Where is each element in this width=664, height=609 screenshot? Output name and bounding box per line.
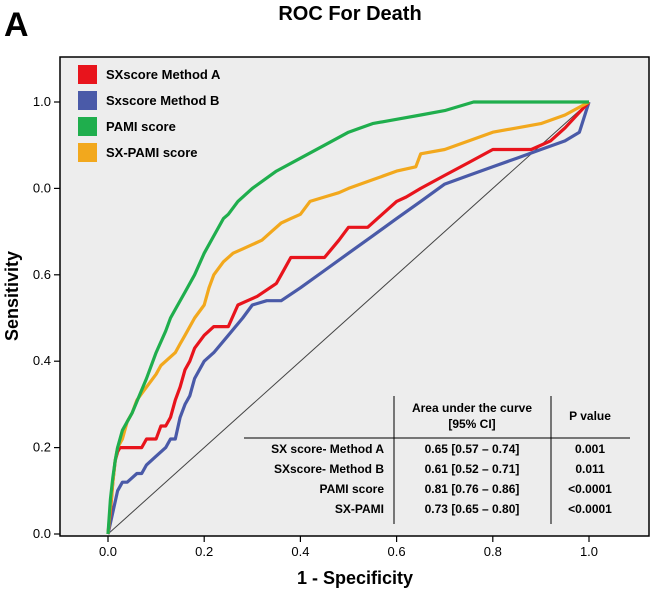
- legend-swatch: [78, 65, 97, 84]
- table-header-ci: [95% CI]: [448, 417, 495, 431]
- y-axis-label: Sensitivity: [2, 251, 22, 341]
- legend-label: Sxscore Method B: [106, 93, 219, 108]
- table-row-label: PAMI score: [320, 482, 385, 496]
- x-tick-label: 1.0: [580, 544, 598, 559]
- x-tick-label: 0.2: [195, 544, 213, 559]
- table-row-auc: 0.73 [0.65 – 0.80]: [425, 502, 520, 516]
- table-row-pvalue: <0.0001: [568, 502, 612, 516]
- roc-curve-sxscore-method-b: [106, 101, 591, 535]
- panel-letter: A: [4, 6, 29, 44]
- table-row-auc: 0.61 [0.52 – 0.71]: [425, 462, 520, 476]
- table-header-auc: Area under the curve: [412, 401, 532, 415]
- roc-curve-pami-score: [106, 100, 589, 535]
- table-row-label: SX score- Method A: [271, 442, 384, 456]
- roc-curve-sxscore-method-a: [106, 100, 591, 535]
- x-tick-label: 0.0: [99, 544, 117, 559]
- x-tick-label: 0.4: [291, 544, 309, 559]
- y-tick-label: 1.0: [33, 94, 51, 109]
- y-tick-label: 0.0: [33, 526, 51, 541]
- chart-title: ROC For Death: [278, 3, 421, 25]
- table-row-label: SXscore- Method B: [274, 462, 384, 476]
- reference-diagonal: [107, 101, 590, 535]
- legend-label: SXscore Method A: [106, 67, 221, 82]
- x-axis-label: 1 - Specificity: [297, 568, 413, 588]
- legend: SXscore Method A Sxscore Method B PAMI sco…: [78, 65, 221, 162]
- table-row-pvalue: <0.0001: [568, 482, 612, 496]
- table-row-pvalue: 0.011: [575, 462, 605, 476]
- roc-curves: [106, 100, 591, 535]
- table-row-pvalue: 0.001: [575, 442, 605, 456]
- table-row-auc: 0.81 [0.76 – 0.86]: [425, 482, 520, 496]
- y-tick-label: 0.6: [33, 267, 51, 282]
- y-tick-label: 0.0: [33, 180, 51, 195]
- table-row-auc: 0.65 [0.57 – 0.74]: [425, 442, 520, 456]
- legend-label: SX-PAMI score: [106, 145, 198, 160]
- legend-swatch: [78, 143, 97, 162]
- table-row-label: SX-PAMI: [335, 502, 384, 516]
- axis-ticks: 0.0 0.2 0.4 0.6 0.8 1.0 0.0 0.2 0.4 0.6 0.0 1.0: [33, 94, 598, 559]
- x-tick-label: 0.6: [388, 544, 406, 559]
- y-tick-label: 0.4: [33, 353, 51, 368]
- legend-label: PAMI score: [106, 119, 176, 134]
- legend-swatch: [78, 117, 97, 136]
- x-tick-label: 0.8: [484, 544, 502, 559]
- auc-table: Area under the curve [95% CI] P value SX sc…: [244, 396, 630, 524]
- table-header-pvalue: P value: [569, 409, 611, 423]
- legend-swatch: [78, 91, 97, 110]
- y-tick-label: 0.2: [33, 440, 51, 455]
